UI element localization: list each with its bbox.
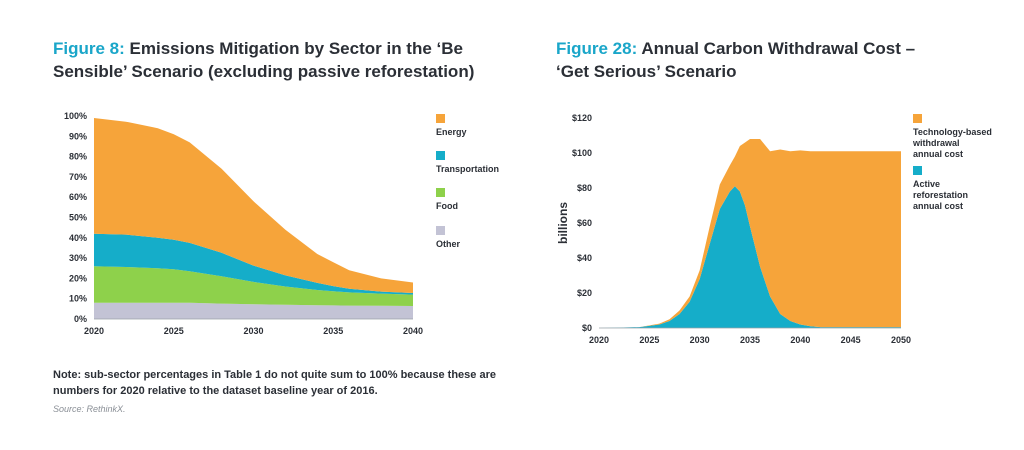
y-tick-label: $100	[572, 148, 592, 158]
note-text: Note: sub-sector percentages in Table 1 …	[53, 369, 496, 397]
y-tick-label: $0	[582, 323, 592, 333]
figure-8-title: Figure 8: Emissions Mitigation by Sector…	[53, 37, 523, 83]
x-tick-label: 2035	[323, 326, 343, 336]
x-tick-label: 2025	[639, 335, 659, 345]
legend-swatch-transportation	[913, 166, 922, 175]
legend-swatch-other	[436, 226, 445, 235]
y-tick-label: $20	[577, 288, 592, 298]
y-tick-label: 0%	[74, 314, 87, 324]
legend-swatch-transportation	[436, 151, 445, 160]
area-technology-based-withdrawal-annual-cost	[599, 139, 901, 328]
figure-28-number: Figure 28:	[556, 39, 638, 58]
area-transportation	[94, 233, 413, 295]
figure-28-title-text: Annual Carbon Withdrawal Cost – ‘Get Ser…	[556, 39, 916, 81]
area-food	[94, 266, 413, 306]
x-tick-label: 2030	[690, 335, 710, 345]
legend-swatch-energy	[436, 114, 445, 123]
y-tick-label: 70%	[69, 172, 87, 182]
x-tick-label: 2030	[243, 326, 263, 336]
source-text: Source: RethinkX.	[53, 404, 126, 414]
y-tick-label: 50%	[69, 213, 87, 223]
legend-label: Other	[436, 239, 461, 249]
x-tick-label: 2045	[841, 335, 861, 345]
y-tick-label: 80%	[69, 152, 87, 162]
y-tick-label: 30%	[69, 253, 87, 263]
figure-8-number: Figure 8:	[53, 39, 125, 58]
y-tick-label: 60%	[69, 192, 87, 202]
legend-swatch-food	[436, 188, 445, 197]
y-tick-label: $80	[577, 183, 592, 193]
figure-28-title: Figure 28: Annual Carbon Withdrawal Cost…	[556, 37, 936, 83]
x-tick-label: 2025	[164, 326, 184, 336]
y-tick-label: $120	[572, 113, 592, 123]
legend-swatch-energy	[913, 114, 922, 123]
x-tick-label: 2035	[740, 335, 760, 345]
area-active-reforestation-annual-cost	[599, 186, 901, 328]
legend-label: Technology-based withdrawal annual cost	[912, 127, 992, 159]
legend-label: Energy	[436, 127, 467, 137]
carbon-withdrawal-cost-chart: $0 $20 $40 $60 $80 $100 $120 2020 2025 2030 2035 20…	[556, 113, 992, 345]
legend-label: Active reforestation annual cost	[913, 179, 968, 211]
legend-label: Food	[436, 201, 458, 211]
y-tick-label: 40%	[69, 233, 87, 243]
y-tick-label: 10%	[69, 294, 87, 304]
x-tick-label: 2020	[589, 335, 609, 345]
x-tick-label: 2020	[84, 326, 104, 336]
y-tick-label: 90%	[69, 131, 87, 141]
area-other	[94, 302, 413, 319]
x-tick-label: 2040	[790, 335, 810, 345]
emissions-mitigation-chart: 0% 10% 20% 30% 40% 50% 60% 70% 80% 90% 100% 2020 202…	[64, 111, 499, 336]
x-tick-label: 2050	[891, 335, 911, 345]
y-tick-label: 100%	[64, 111, 87, 121]
legend-label: Transportation	[436, 164, 499, 174]
area-energy	[94, 118, 413, 293]
y-axis-label: billions	[556, 202, 570, 244]
figure-8-title-text: Emissions Mitigation by Sector in the ‘B…	[53, 39, 475, 81]
y-tick-label: 20%	[69, 273, 87, 283]
y-tick-label: $40	[577, 253, 592, 263]
x-tick-label: 2040	[403, 326, 423, 336]
y-tick-label: $60	[577, 218, 592, 228]
